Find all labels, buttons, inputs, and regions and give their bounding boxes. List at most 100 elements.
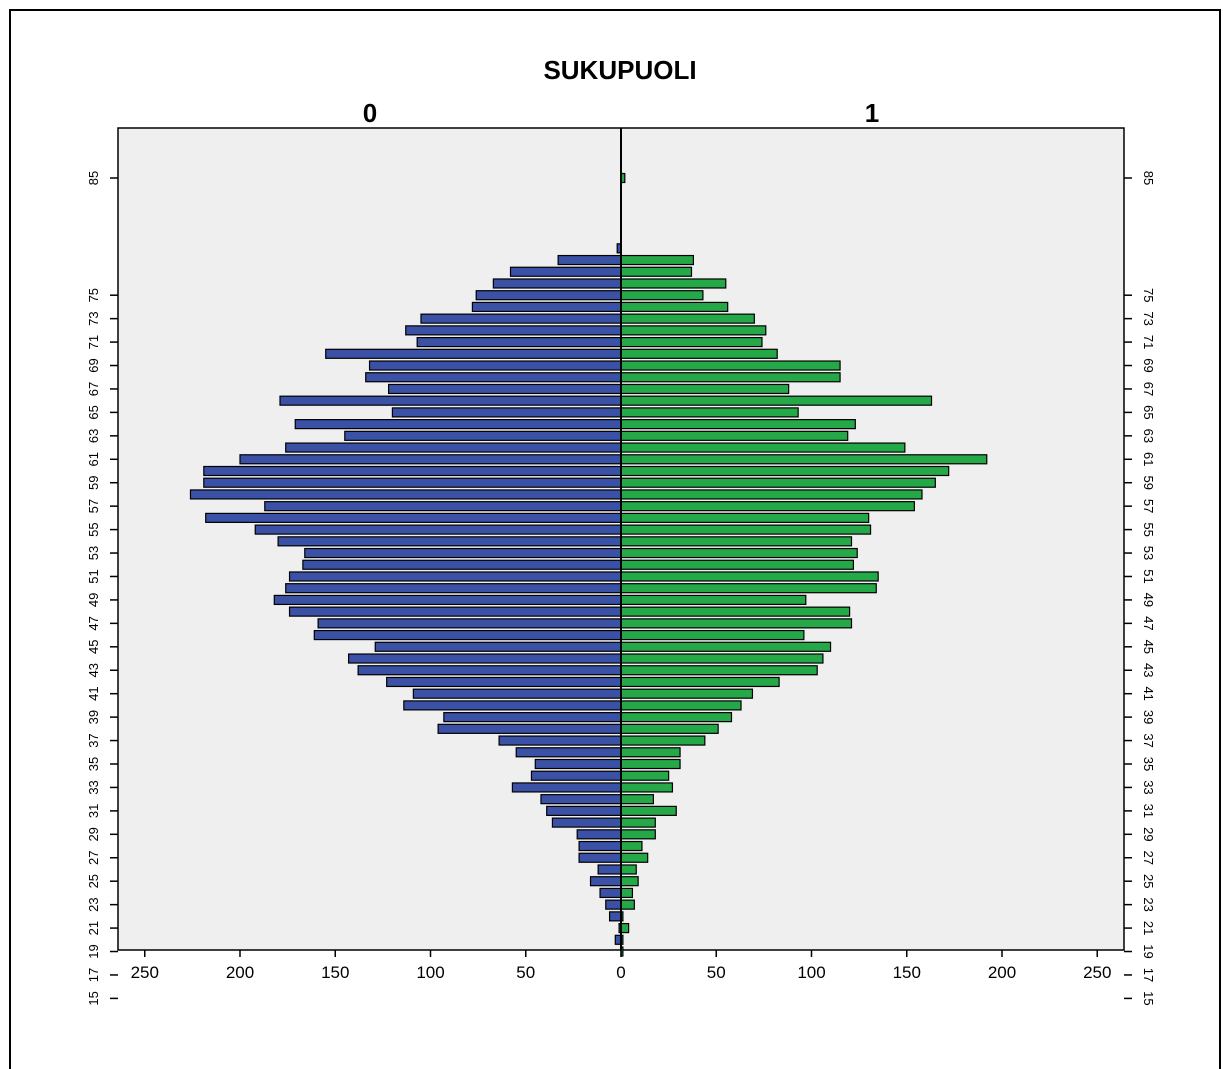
bar-0-age-56 — [205, 512, 622, 523]
bar-1-age-40 — [620, 700, 742, 711]
age-label-right: 53 — [1141, 546, 1156, 560]
bar-0-age-42 — [386, 676, 622, 688]
x-tick-label: 100 — [797, 963, 825, 982]
bar-0-age-50 — [285, 583, 622, 594]
age-label-left: 55 — [86, 522, 101, 536]
bar-1-age-55 — [620, 524, 872, 535]
age-label-right: 43 — [1141, 663, 1156, 677]
bar-0-age-59 — [203, 477, 622, 488]
age-label-left: 35 — [86, 757, 101, 771]
bar-1-age-73 — [620, 313, 755, 324]
age-label-left: 49 — [86, 593, 101, 607]
age-label-right: 71 — [1141, 335, 1156, 349]
age-label-right: 59 — [1141, 475, 1156, 489]
age-label-left: 53 — [86, 546, 101, 560]
age-label-left: 59 — [86, 475, 101, 489]
age-label-right: 85 — [1141, 171, 1156, 185]
age-label-left: 63 — [86, 429, 101, 443]
bar-1-age-36 — [620, 747, 681, 758]
bar-1-age-47 — [620, 618, 853, 629]
bar-1-age-50 — [620, 583, 877, 594]
age-label-left: 15 — [86, 991, 101, 1005]
x-tick-label: 50 — [516, 963, 535, 982]
bar-0-age-58 — [189, 489, 622, 500]
age-label-left: 31 — [86, 804, 101, 818]
bar-1-age-62 — [620, 442, 906, 453]
age-label-left: 75 — [86, 288, 101, 302]
bar-1-age-48 — [620, 606, 851, 617]
axes-group: 250 200 150 100 50 0 50 100 150 200 250 85 85 75 75 73 7… — [86, 128, 1156, 1006]
bar-1-age-60 — [620, 465, 950, 477]
age-label-left: 39 — [86, 710, 101, 724]
bar-1-age-27 — [620, 852, 649, 863]
bar-1-age-77 — [620, 266, 693, 277]
bar-0-age-25 — [589, 876, 622, 887]
bar-1-age-49 — [620, 594, 807, 606]
bar-0-age-66 — [279, 395, 622, 406]
age-label-right: 37 — [1141, 733, 1156, 747]
age-label-right: 33 — [1141, 780, 1156, 794]
bar-0-age-73 — [420, 313, 622, 324]
bar-0-age-34 — [530, 770, 622, 781]
age-label-right: 21 — [1141, 921, 1156, 935]
bar-1-age-26 — [620, 864, 637, 875]
bar-1-age-34 — [620, 770, 670, 781]
x-tick-label: 0 — [616, 963, 625, 982]
bar-1-age-70 — [620, 348, 778, 359]
bar-1-age-71 — [620, 336, 763, 348]
age-label-left: 29 — [86, 827, 101, 841]
x-tick-label: 50 — [707, 963, 726, 982]
age-label-right: 15 — [1141, 991, 1156, 1005]
bar-1-age-56 — [620, 512, 870, 523]
bar-0-age-60 — [203, 465, 622, 477]
age-label-right: 69 — [1141, 358, 1156, 372]
bar-0-age-62 — [285, 442, 622, 453]
bar-0-age-40 — [403, 700, 622, 711]
bar-0-age-35 — [534, 758, 622, 770]
age-label-left: 45 — [86, 640, 101, 654]
age-label-left: 57 — [86, 499, 101, 513]
bar-0-age-41 — [412, 688, 622, 699]
bar-0-age-39 — [443, 712, 622, 723]
bar-0-age-48 — [288, 606, 622, 617]
age-label-left: 33 — [86, 780, 101, 794]
age-label-right: 67 — [1141, 382, 1156, 396]
bar-0-age-64 — [294, 419, 622, 430]
bar-1-age-78 — [620, 254, 694, 266]
bar-0-age-69 — [368, 360, 622, 371]
bar-1-age-35 — [620, 758, 681, 770]
bar-1-age-65 — [620, 407, 799, 418]
bar-1-age-28 — [620, 840, 643, 852]
bar-1-age-58 — [620, 489, 923, 500]
age-label-right: 73 — [1141, 311, 1156, 325]
bar-1-age-31 — [620, 805, 677, 816]
bar-1-age-38 — [620, 723, 719, 734]
bar-0-age-46 — [313, 629, 622, 641]
bar-1-age-63 — [620, 430, 849, 441]
age-label-right: 23 — [1141, 897, 1156, 911]
bar-0-age-52 — [302, 559, 622, 570]
bar-1-age-68 — [620, 372, 841, 383]
bar-0-age-22 — [608, 911, 622, 922]
bar-1-age-29 — [620, 829, 656, 840]
bar-0-age-31 — [546, 805, 622, 816]
bar-0-age-65 — [391, 407, 622, 418]
age-label-left: 43 — [86, 663, 101, 677]
bar-1-age-23 — [620, 899, 635, 910]
age-label-left: 23 — [86, 897, 101, 911]
age-label-right: 57 — [1141, 499, 1156, 513]
bar-0-age-75 — [475, 290, 622, 301]
age-label-left: 67 — [86, 382, 101, 396]
bar-0-age-61 — [239, 454, 622, 465]
bar-0-age-32 — [540, 794, 622, 805]
age-label-right: 55 — [1141, 522, 1156, 536]
bar-1-age-69 — [620, 360, 841, 371]
bar-0-age-44 — [347, 653, 622, 664]
age-label-right: 39 — [1141, 710, 1156, 724]
age-label-right: 75 — [1141, 288, 1156, 302]
bar-1-age-37 — [620, 735, 706, 746]
bar-1-age-74 — [620, 301, 729, 313]
bar-1-age-67 — [620, 383, 790, 395]
age-label-left: 17 — [86, 968, 101, 982]
bar-1-age-46 — [620, 629, 805, 641]
